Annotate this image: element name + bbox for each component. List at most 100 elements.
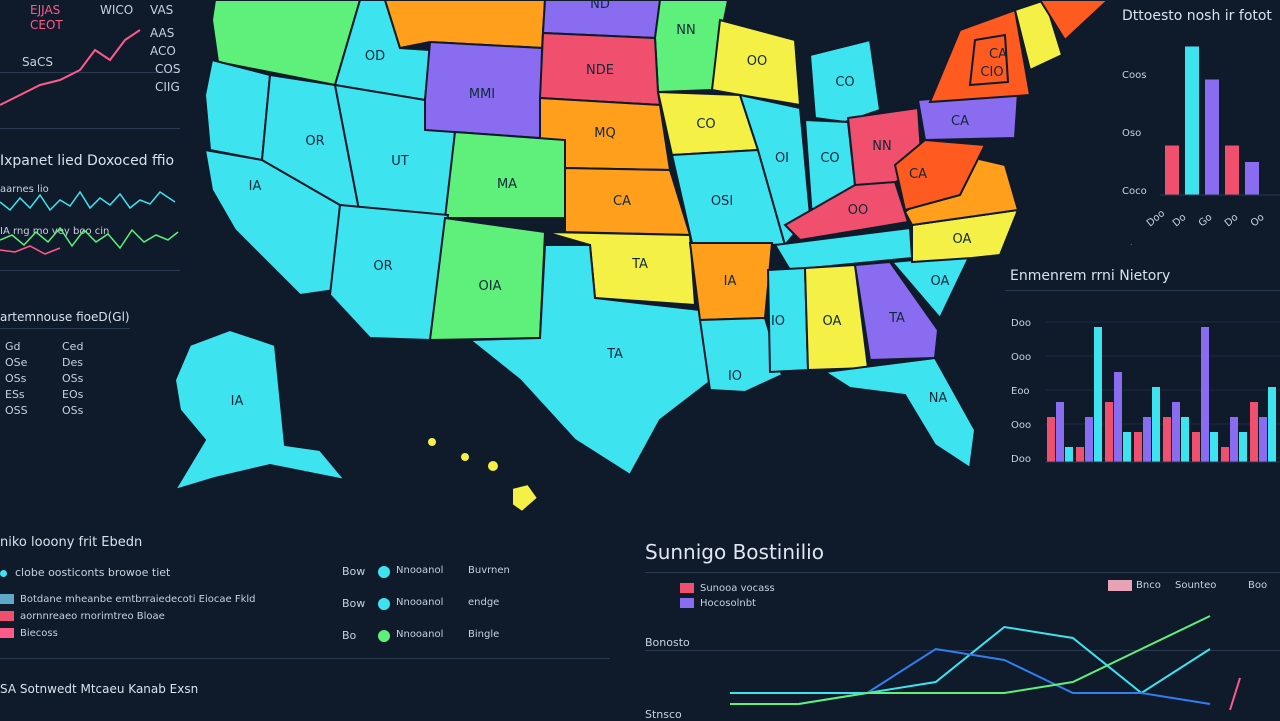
state-label: IA: [724, 274, 737, 289]
bar: [1201, 327, 1209, 462]
state-label: NN: [872, 139, 891, 154]
x-tick-label: Doo: [1145, 208, 1167, 229]
state-ny-label[interactable]: [968, 33, 1010, 87]
bar: [1163, 417, 1171, 462]
panel1-label: SaCS: [22, 55, 53, 69]
panel1-tick: CIIG: [155, 80, 180, 94]
bar: [1210, 432, 1218, 462]
panel4-item-text: aornnreaeo rnorimtreo Bloae: [20, 611, 165, 622]
y-tick-label: Coos: [1122, 70, 1146, 81]
y-tick-label: Ooo: [1011, 420, 1031, 431]
br-legend-text: Hocosolnbt: [700, 598, 756, 609]
state-label: OA: [823, 314, 842, 329]
state-label: MQ: [594, 126, 615, 141]
state-mt[interactable]: [383, 0, 547, 50]
state-label: OR: [305, 134, 324, 149]
panel1-sparkline: [0, 29, 141, 106]
state-wa[interactable]: [210, 0, 362, 87]
state-ky[interactable]: [783, 180, 910, 242]
legend-prefix: Bow: [342, 597, 366, 610]
state-wi[interactable]: [710, 18, 802, 107]
bar: [1181, 417, 1189, 462]
state-label: CA: [951, 114, 969, 129]
bar: [1123, 432, 1131, 462]
panel2-line-label: aarnes lio: [0, 184, 49, 195]
bar: [1056, 402, 1064, 462]
divider: [0, 72, 180, 73]
series-line: [1229, 677, 1241, 711]
state-label: MMI: [469, 87, 495, 102]
divider: [0, 328, 130, 329]
state-ak[interactable]: [172, 328, 348, 492]
panel1-label: WICO: [100, 3, 134, 17]
swatch-icon: [680, 598, 694, 608]
br-tag: Boo: [1248, 580, 1268, 591]
bar: [1185, 46, 1199, 195]
state-ga[interactable]: [853, 260, 940, 362]
state-fl[interactable]: [822, 356, 977, 470]
state-me[interactable]: [1038, 0, 1110, 42]
state-co[interactable]: [443, 130, 566, 219]
panel3-cell: OSs: [62, 404, 84, 417]
y-tick-label: Olo: [1122, 244, 1139, 245]
panel4-item: aornnreaeo rnorimtreo Bloae: [0, 611, 165, 622]
br-legend-item: Hocosolnbt: [680, 598, 756, 609]
state-hi[interactable]: [511, 482, 540, 514]
panel4-item-text: Botdane mheanbe emtbrraiedecoti Eiocae F…: [20, 594, 256, 605]
legend-prefix: Bo: [342, 629, 357, 642]
right-mid-title: Enmenrem rrni Nietory: [1010, 268, 1171, 284]
bar: [1047, 417, 1055, 462]
state-label: NN: [676, 23, 695, 38]
wave-line: [0, 190, 176, 212]
panel4-item-text: Biecoss: [20, 628, 58, 639]
state-label: OA: [931, 274, 950, 289]
legend-dot-icon: [378, 598, 390, 610]
state-label: ND: [590, 0, 610, 12]
state-label: TA: [631, 257, 648, 272]
divider: [1005, 290, 1280, 291]
state-wv[interactable]: [893, 138, 987, 212]
state-label: OI: [775, 151, 789, 166]
bullet-icon: [0, 569, 7, 577]
panel3-cell: ESs: [5, 388, 25, 401]
bar: [1076, 447, 1084, 462]
panel1-tick: COS: [155, 62, 181, 76]
panel3-cell: Gd: [5, 340, 21, 353]
swatch-icon: [680, 583, 694, 593]
legend-text: Nnooanol: [396, 565, 444, 576]
bar: [1094, 327, 1102, 462]
x-tick-label: Oo: [1249, 212, 1267, 229]
legend-dot-icon: [378, 630, 390, 642]
state-label: OD: [365, 49, 385, 64]
state-label: CA: [613, 194, 631, 209]
state-az[interactable]: [328, 203, 450, 342]
y-tick-label: Doo: [1011, 318, 1031, 329]
right-mid-chart: Doo Ooo Eoo Ooo Doo: [1011, 318, 1280, 465]
bar: [1221, 447, 1229, 462]
state-label: NA: [929, 391, 948, 406]
panel4-footer: SA Sotnwedt Mtcaeu Kanab Exsn: [0, 682, 199, 696]
panel4-item: Biecoss: [0, 628, 58, 639]
island: [488, 461, 498, 471]
bottom-right-ylabel: Stnsco: [645, 708, 682, 721]
state-la[interactable]: [698, 316, 784, 394]
right-top-title: Dttoesto nosh ir fotot: [1122, 8, 1272, 24]
state-or[interactable]: [203, 58, 272, 162]
panel1-label: AAS: [150, 26, 175, 40]
panel2-waves: [0, 190, 179, 255]
y-tick-label: Coco: [1122, 186, 1147, 197]
legend-suffix: Buvrnen: [468, 565, 510, 576]
panel3-cell: Ced: [62, 340, 84, 353]
y-tick-label: Doo: [1011, 454, 1031, 465]
bar: [1143, 417, 1151, 462]
state-label: CA: [909, 167, 927, 182]
panel3-title: artemnouse fioeD(Gl): [0, 310, 130, 324]
bar: [1085, 417, 1093, 462]
state-ok[interactable]: [544, 231, 697, 307]
legend-text: Nnooanol: [396, 629, 444, 640]
legend-text: Nnooanol: [396, 597, 444, 608]
state-label: UT: [391, 154, 409, 169]
panel4-item: Botdane mheanbe emtbrraiedecoti Eiocae F…: [0, 594, 256, 605]
wave-line: [0, 245, 61, 255]
br-tag: Sounteo: [1175, 580, 1217, 591]
